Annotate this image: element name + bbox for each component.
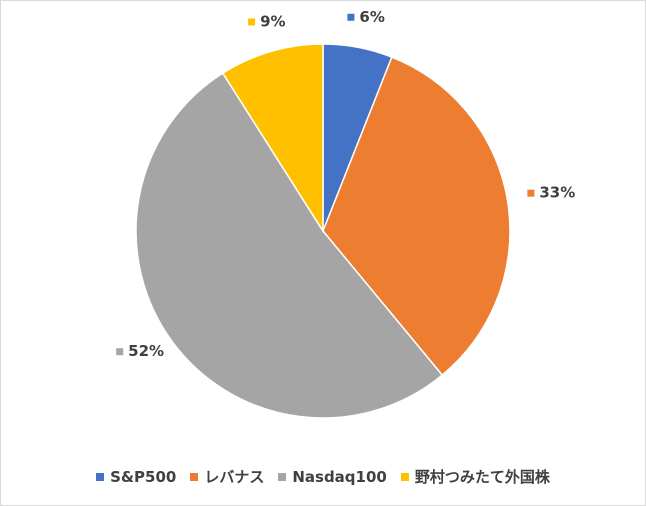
- data-label-group: 9%: [248, 12, 286, 30]
- data-label-marker-sp500: [347, 13, 355, 21]
- legend: S&P500 レバナス Nasdaq100 野村つみたて外国株: [0, 466, 646, 487]
- legend-label-nomura: 野村つみたて外国株: [414, 468, 550, 486]
- slice-nomura: [221, 43, 324, 234]
- legend-item-nasdaq100: Nasdaq100: [278, 468, 387, 486]
- data-label-sp500: 6%: [359, 8, 384, 26]
- legend-swatch-nasdaq100: [278, 472, 287, 481]
- legend-swatch-sp500: [96, 472, 105, 481]
- legend-swatch-levanas: [190, 472, 199, 481]
- data-label-marker-nomura: [248, 18, 256, 26]
- legend-label-sp500: S&P500: [110, 467, 177, 486]
- data-label-nasdaq100: 52%: [128, 342, 164, 360]
- data-label-marker-levanas: [527, 189, 535, 197]
- legend-label-levanas: レバナス: [204, 468, 265, 486]
- slice-levanas: [322, 56, 511, 377]
- legend-item-sp500: S&P500: [96, 468, 176, 486]
- data-label-group: 33%: [527, 184, 575, 202]
- slice-nasdaq100: [135, 72, 444, 419]
- data-label-group: 52%: [116, 342, 164, 360]
- legend-item-nomura: 野村つみたて外国株: [400, 466, 550, 487]
- data-label-group: 6%: [347, 8, 385, 26]
- legend-item-levanas: レバナス: [190, 466, 264, 487]
- data-label-nomura: 9%: [260, 12, 285, 30]
- data-label-marker-nasdaq100: [116, 348, 124, 356]
- legend-label-nasdaq100: Nasdaq100: [292, 467, 387, 486]
- data-label-levanas: 33%: [539, 184, 575, 202]
- legend-swatch-nomura: [400, 472, 409, 481]
